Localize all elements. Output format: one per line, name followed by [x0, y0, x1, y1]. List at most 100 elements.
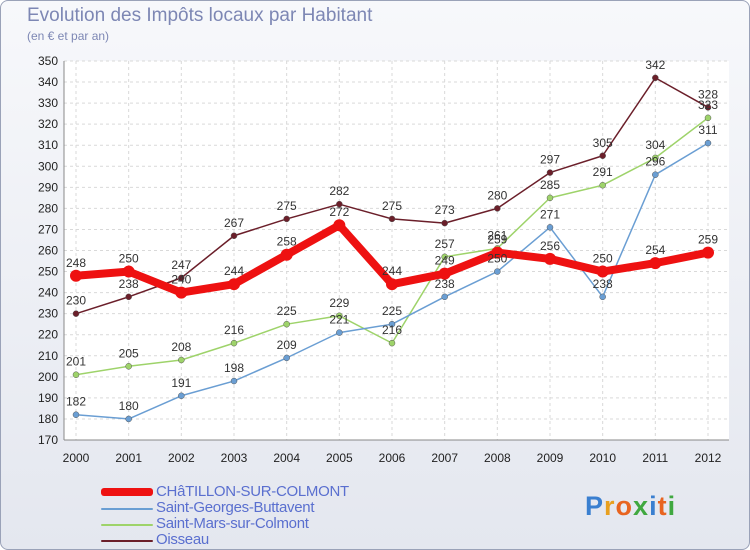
data-point-saint-mars-sur-colmont	[125, 363, 132, 370]
y-tick-label: 180	[38, 412, 58, 426]
y-tick-label: 290	[38, 180, 58, 194]
data-point-oisseau	[546, 169, 554, 176]
data-label-saint-georges-buttavent: 191	[171, 376, 191, 390]
data-point-saint-mars-sur-colmont	[178, 356, 185, 364]
data-point-saint-georges-buttavent	[599, 293, 606, 301]
data-label-saint-georges-buttavent: 238	[593, 277, 613, 291]
data-point-saint-mars-sur-colmont	[283, 320, 290, 328]
data-label-ch-tillon-sur-colmont: 272	[329, 205, 349, 219]
data-point-saint-georges-buttavent	[546, 224, 554, 231]
data-point-oisseau	[178, 274, 185, 282]
x-tick-label: 2002	[168, 451, 195, 465]
data-point-oisseau	[336, 200, 343, 208]
data-point-saint-mars-sur-colmont	[599, 181, 606, 189]
data-point-ch-tillon-sur-colmont	[491, 246, 504, 259]
data-label-saint-georges-buttavent: 250	[487, 252, 507, 266]
data-label-saint-georges-buttavent: 311	[698, 123, 717, 137]
data-label-saint-georges-buttavent: 296	[645, 155, 665, 169]
data-point-saint-georges-buttavent	[230, 377, 238, 385]
data-point-saint-mars-sur-colmont	[72, 371, 80, 378]
logo-letter: t	[657, 491, 668, 521]
data-label-ch-tillon-sur-colmont: 240	[171, 273, 191, 287]
data-label-saint-georges-buttavent: 180	[119, 399, 139, 413]
x-tick-label: 2001	[115, 451, 142, 465]
data-label-oisseau: 282	[329, 184, 349, 198]
data-label-saint-mars-sur-colmont: 205	[119, 346, 139, 360]
data-label-saint-georges-buttavent: 271	[540, 207, 560, 221]
legend-label-saint-mars: Saint-Mars-sur-Colmont	[156, 515, 309, 532]
data-point-ch-tillon-sur-colmont	[544, 252, 556, 265]
x-tick-label: 2009	[537, 451, 564, 465]
data-point-saint-mars-sur-colmont	[704, 114, 712, 122]
data-point-saint-mars-sur-colmont	[652, 154, 659, 162]
chart-title: Evolution des Impôts locaux par Habitant	[27, 5, 373, 26]
data-point-saint-mars-sur-colmont	[336, 312, 343, 320]
data-point-ch-tillon-sur-colmont	[70, 269, 82, 282]
data-label-oisseau: 273	[435, 203, 455, 217]
y-tick-label: 270	[38, 222, 58, 236]
data-label-ch-tillon-sur-colmont: 248	[66, 256, 86, 270]
x-tick-label: 2008	[484, 451, 511, 465]
data-point-oisseau	[652, 74, 659, 82]
data-point-oisseau	[704, 104, 712, 111]
data-label-saint-georges-buttavent: 238	[435, 277, 455, 291]
data-label-ch-tillon-sur-colmont: 249	[435, 254, 455, 268]
data-label-oisseau: 297	[540, 153, 560, 167]
data-point-saint-georges-buttavent	[652, 171, 659, 178]
data-label-saint-mars-sur-colmont: 225	[277, 304, 297, 318]
data-label-oisseau: 328	[698, 87, 718, 101]
logo-letter: r	[604, 491, 616, 521]
x-tick-label: 2004	[273, 451, 300, 465]
data-point-saint-georges-buttavent	[494, 268, 501, 275]
x-tick-label: 2011	[642, 451, 668, 465]
data-point-oisseau	[388, 215, 396, 223]
data-point-oisseau	[283, 215, 290, 223]
data-label-saint-georges-buttavent: 221	[329, 313, 349, 327]
data-point-ch-tillon-sur-colmont	[438, 267, 451, 280]
legend-swatch-saint-georges	[101, 508, 153, 510]
data-label-oisseau: 275	[382, 199, 402, 213]
data-label-saint-mars-sur-colmont: 304	[645, 138, 665, 152]
data-point-saint-mars-sur-colmont	[546, 194, 554, 202]
data-point-saint-georges-buttavent	[388, 320, 396, 328]
y-tick-label: 210	[38, 349, 58, 363]
data-label-oisseau: 230	[66, 294, 86, 308]
data-label-saint-georges-buttavent: 182	[66, 395, 86, 409]
data-point-oisseau	[72, 310, 80, 317]
y-tick-label: 310	[38, 138, 58, 152]
data-point-ch-tillon-sur-colmont	[596, 265, 609, 278]
logo-letter: i	[667, 491, 677, 521]
y-tick-label: 240	[38, 286, 58, 300]
data-label-ch-tillon-sur-colmont: 259	[698, 233, 718, 247]
data-label-saint-georges-buttavent: 209	[277, 338, 297, 352]
data-point-saint-mars-sur-colmont	[441, 253, 448, 261]
legend-label-oisseau: Oisseau	[156, 531, 209, 548]
data-point-oisseau	[599, 152, 606, 159]
data-point-oisseau	[125, 293, 132, 301]
chart-subtitle: (en € et par an)	[27, 29, 110, 43]
data-label-saint-mars-sur-colmont: 261	[487, 228, 507, 242]
data-label-oisseau: 238	[119, 277, 139, 291]
y-tick-label: 250	[38, 265, 58, 279]
legend-label-chatillon: CHâTILLON-SUR-COLMONT	[156, 483, 349, 500]
legend-swatch-saint-mars	[101, 524, 153, 526]
x-tick-label: 2005	[326, 451, 353, 465]
data-label-ch-tillon-sur-colmont: 254	[645, 243, 665, 257]
data-label-oisseau: 267	[224, 216, 244, 230]
x-tick-label: 2006	[379, 451, 406, 465]
data-label-saint-mars-sur-colmont: 216	[224, 323, 244, 337]
y-tick-label: 200	[38, 370, 58, 384]
data-label-saint-mars-sur-colmont: 201	[66, 355, 86, 369]
data-point-saint-mars-sur-colmont	[388, 339, 396, 347]
y-tick-label: 190	[38, 391, 58, 405]
data-point-saint-georges-buttavent	[336, 329, 343, 336]
data-label-ch-tillon-sur-colmont: 259	[487, 233, 507, 247]
data-label-oisseau: 275	[277, 199, 297, 213]
data-point-ch-tillon-sur-colmont	[386, 278, 398, 291]
legend-swatch-oisseau	[101, 540, 153, 542]
data-point-ch-tillon-sur-colmont	[228, 278, 240, 291]
data-point-ch-tillon-sur-colmont	[175, 286, 188, 299]
data-point-saint-georges-buttavent	[441, 293, 448, 301]
data-label-ch-tillon-sur-colmont: 258	[277, 235, 297, 249]
